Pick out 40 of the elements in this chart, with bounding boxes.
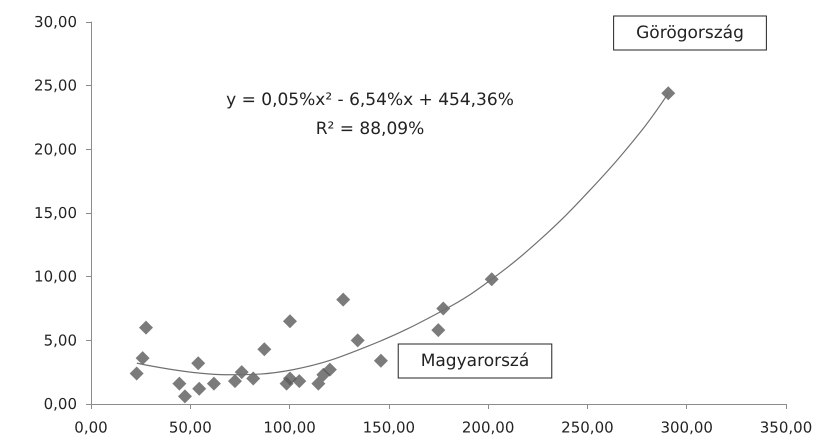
y-tick-label: 25,00 xyxy=(34,76,77,95)
point xyxy=(282,314,297,328)
y-tick-label: 15,00 xyxy=(34,204,77,222)
point xyxy=(206,376,221,391)
x-tick-label: 100,00 xyxy=(263,418,316,436)
point xyxy=(136,351,150,366)
annotation: Görögország xyxy=(636,23,744,43)
annotation: R² = 88,09% xyxy=(316,119,424,139)
point xyxy=(192,382,206,396)
y-tick-label: 5,00 xyxy=(44,331,77,350)
y-tick-label: 0,00 xyxy=(44,395,77,413)
x-tick-label: 200,00 xyxy=(462,418,514,436)
x-tick-label: 300,00 xyxy=(660,418,713,436)
point xyxy=(336,292,350,307)
point xyxy=(191,356,206,370)
point xyxy=(228,374,242,388)
point xyxy=(139,320,154,335)
y-tick-label: 10,00 xyxy=(34,268,77,286)
x-tick-label: 0,00 xyxy=(74,418,108,436)
point xyxy=(178,389,192,404)
y-tick-label: 30,00 xyxy=(34,13,77,31)
annotation: Magyarorszá xyxy=(420,351,530,371)
x-tick-label: 350,00 xyxy=(760,418,812,436)
point xyxy=(311,376,326,391)
point xyxy=(374,354,388,368)
x-tick-label: 150,00 xyxy=(362,418,416,436)
x-tick-label: 250,00 xyxy=(561,418,614,436)
point xyxy=(431,323,446,338)
point xyxy=(246,372,260,386)
annotation: y = 0,05%x² - 6,54%x + 454,36% xyxy=(226,90,514,110)
y-tick-label: 20,00 xyxy=(34,140,77,158)
x-tick-label: 50,00 xyxy=(168,418,212,436)
point xyxy=(322,362,337,377)
point xyxy=(661,86,676,100)
point xyxy=(350,333,365,348)
point xyxy=(257,342,272,356)
point xyxy=(282,372,297,386)
point xyxy=(172,376,186,391)
point xyxy=(292,374,306,388)
point xyxy=(130,366,144,380)
